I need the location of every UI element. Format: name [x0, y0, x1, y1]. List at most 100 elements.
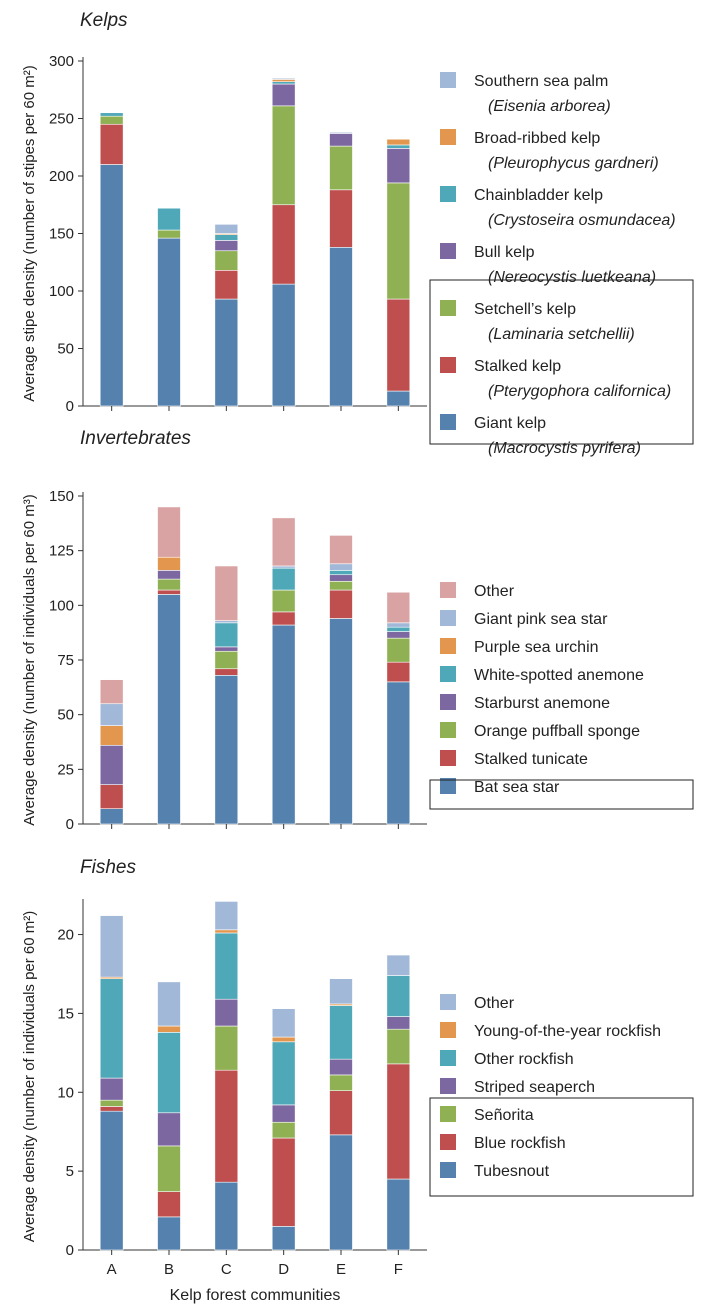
y-tick-label: 125 [49, 543, 74, 560]
legend-swatch [440, 1078, 456, 1094]
bar-segment-B-tubesnout [157, 1216, 181, 1251]
bar-segment-C-blue-rockfish [214, 1069, 239, 1183]
bar-segment-C-stalked-tunicate [214, 668, 239, 676]
bar-segment-D-giant-pink-sea-star [271, 565, 296, 569]
legend-label: Setchell’s kelp [474, 301, 576, 318]
chart-title: Fishes [80, 857, 136, 878]
legend-label: Starburst anemone [474, 695, 610, 712]
bar-segment-A-stalked-kelp [99, 123, 124, 165]
y-tick-label: 5 [66, 1163, 74, 1180]
chart-title: Invertebrates [80, 428, 191, 449]
bar-segment-A-se-orita [99, 1099, 124, 1107]
y-tick-label: 0 [66, 1242, 74, 1259]
chart-panel-invertebrates: Invertebrates 0 25 50 75 100 125 150 Average den… [21, 428, 694, 833]
legend-label: Southern sea palm [474, 73, 608, 90]
legend-swatch [440, 1106, 456, 1122]
x-tick-label: B [164, 1261, 174, 1278]
bar-segment-B-bat-sea-star [157, 594, 181, 825]
bar-segment-A-setchell-s-kelp [99, 115, 124, 125]
y-tick-label: 100 [49, 597, 74, 614]
bar-segment-B-other-rockfish [157, 1032, 181, 1114]
bar-segment-D-se-orita [271, 1121, 296, 1139]
bar-segment-E-giant-pink-sea-star [329, 563, 353, 571]
bar-segment-D-setchell-s-kelp [271, 105, 296, 206]
bar-segment-B-striped-seaperch [157, 1112, 181, 1147]
y-tick-label: 250 [49, 111, 74, 128]
bar-segment-C-giant-pink-sea-star [214, 620, 239, 624]
y-tick-label: 150 [49, 488, 74, 505]
y-tick-label: 100 [49, 283, 74, 300]
bar-segment-A-other-rockfish [99, 978, 124, 1079]
legend-swatch [440, 1134, 456, 1150]
chart-panel-fishes: Fishes 0 5 10 15 20 Average density (number of… [21, 857, 694, 1304]
bar-segment-F-giant-kelp [386, 390, 411, 407]
y-tick-label: 10 [57, 1084, 74, 1101]
bar-segment-C-striped-seaperch [214, 998, 239, 1027]
bar-segment-E-stalked-tunicate [329, 589, 353, 619]
bar-segment-E-stalked-kelp [329, 189, 353, 248]
bar-segment-B-se-orita [157, 1145, 181, 1192]
bar-segment-A-other [99, 679, 124, 705]
bar-segment-C-white-spotted-anemone [214, 622, 239, 648]
bar-segment-C-orange-puffball-sponge [214, 650, 239, 670]
legend-swatch [440, 1162, 456, 1178]
bar-segment-D-stalked-kelp [271, 204, 296, 285]
bar-segment-A-giant-kelp [99, 164, 124, 407]
y-axis-label: Average density (number of individuals p… [21, 494, 38, 826]
bar-segment-C-other-rockfish [214, 932, 239, 1000]
legend-swatch [440, 243, 456, 259]
y-tick-label: 75 [57, 652, 74, 669]
legend-swatch [440, 666, 456, 682]
bar-segment-D-white-spotted-anemone [271, 567, 296, 591]
legend-swatch [440, 722, 456, 738]
legend-scientific-name: (Macrocystis pyrifera) [488, 440, 641, 457]
chart-panel-kelps: Kelps 0 50 100 150 200 250 300 Average stipe den… [21, 10, 694, 457]
legend-swatch [440, 357, 456, 373]
bar-segment-A-stalked-tunicate [99, 784, 124, 809]
bar-segment-C-stalked-kelp [214, 269, 239, 300]
legend-label: Blue rockfish [474, 1135, 566, 1152]
bar-segment-E-se-orita [329, 1074, 353, 1091]
legend-swatch [440, 129, 456, 145]
legend-highlight-box [429, 1097, 694, 1197]
legend-highlight-box [429, 279, 694, 445]
bar-segment-D-bull-kelp [271, 83, 296, 107]
y-tick-label: 50 [57, 707, 74, 724]
legend-swatch [440, 1022, 456, 1038]
bar-segment-B-giant-kelp [157, 237, 181, 407]
bar-segment-E-giant-kelp [329, 247, 353, 407]
bar-segment-A-purple-sea-urchin [99, 725, 124, 746]
x-tick-label: E [336, 1261, 346, 1278]
y-tick-label: 200 [49, 168, 74, 185]
legend-label: Chainbladder kelp [474, 187, 603, 204]
bar-segment-C-se-orita [214, 1025, 239, 1071]
legend-swatch [440, 186, 456, 202]
bar-segment-E-other [329, 535, 353, 565]
bar-segment-B-orange-puffball-sponge [157, 578, 181, 591]
y-axis-label: Average density (number of individuals p… [21, 911, 38, 1243]
bar-segment-C-young-of-the-year-rockfish [214, 929, 239, 934]
bar-segment-F-stalked-tunicate [386, 661, 411, 683]
bar-segment-D-bat-sea-star [271, 624, 296, 825]
bar-segment-A-striped-seaperch [99, 1077, 124, 1101]
bar-segment-D-other [271, 1008, 296, 1038]
bar-segment-E-white-spotted-anemone [329, 570, 353, 576]
legend-swatch [440, 750, 456, 766]
legend-label: Bull kelp [474, 244, 535, 261]
legend-scientific-name: (Nereocystis luetkeana) [488, 269, 656, 286]
bar-segment-D-stalked-tunicate [271, 611, 296, 626]
bar-segment-B-starburst-anemone [157, 570, 181, 580]
legend-swatch [440, 582, 456, 598]
legend-label: Other [474, 995, 515, 1012]
bar-segment-A-blue-rockfish [99, 1106, 124, 1112]
bar-segment-F-chainbladder-kelp [386, 144, 411, 149]
bar-segment-C-bat-sea-star [214, 675, 239, 825]
y-tick-label: 20 [57, 927, 74, 944]
bar-segment-D-tubesnout [271, 1226, 296, 1251]
bar-segment-F-stalked-kelp [386, 298, 411, 392]
legend-label: White-spotted anemone [474, 667, 644, 684]
bar-segment-B-young-of-the-year-rockfish [157, 1025, 181, 1033]
legend-label: Other [474, 583, 515, 600]
legend-label: Giant kelp [474, 415, 546, 432]
bar-segment-F-other-rockfish [386, 975, 411, 1017]
